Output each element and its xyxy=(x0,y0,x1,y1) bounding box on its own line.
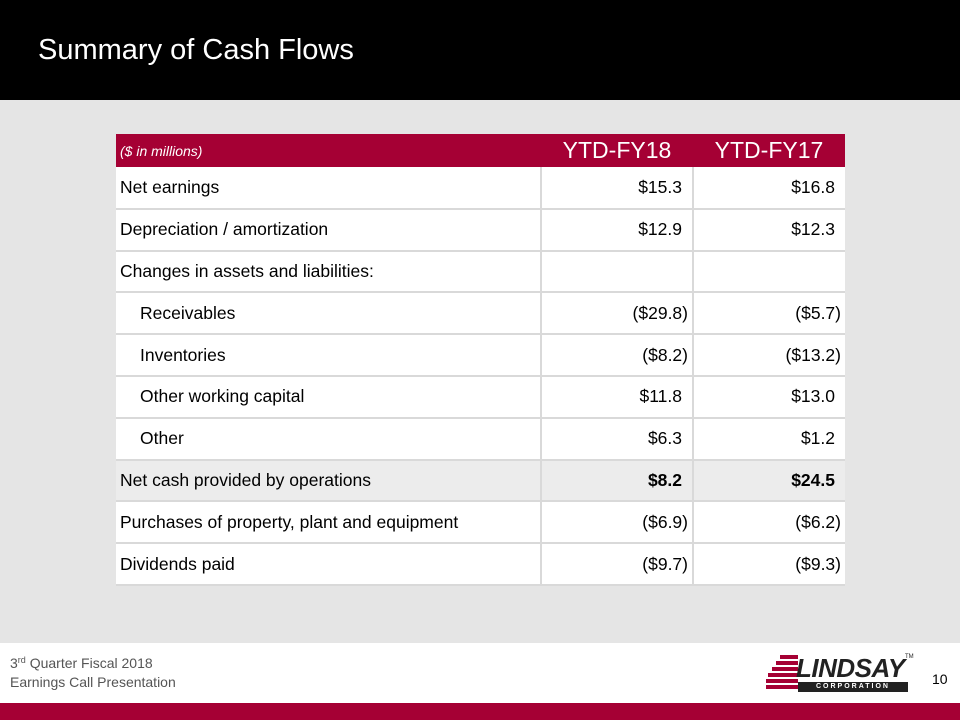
value-fy18: $6.3 xyxy=(541,417,694,461)
table-row: Other $6.3 $1.2 xyxy=(116,417,845,461)
value-fy18: ($6.9) xyxy=(541,501,694,545)
table-row: Inventories ($8.2) ($13.2) xyxy=(116,334,845,377)
page-number: 10 xyxy=(932,671,948,687)
value-fy17: ($5.7) xyxy=(693,292,845,336)
lindsay-logo: LINDSAY TM CORPORATION xyxy=(762,653,922,695)
column-header-fy18: YTD-FY18 xyxy=(541,134,693,167)
value-fy17 xyxy=(693,250,845,294)
logo-wordmark: LINDSAY xyxy=(796,653,905,683)
row-label: Receivables xyxy=(116,292,542,336)
bottom-accent-bar xyxy=(0,703,960,720)
cash-flow-table: ($ in millions) YTD-FY18 YTD-FY17 Net ea… xyxy=(116,134,845,586)
table-row-total: Net cash provided by operations $8.2 $24… xyxy=(116,459,845,503)
row-label: Changes in assets and liabilities: xyxy=(116,250,542,294)
row-label: Dividends paid xyxy=(116,543,542,586)
logo-trademark: TM xyxy=(905,654,914,660)
lindsay-logo-mark-icon xyxy=(766,655,798,689)
value-fy17: $24.5 xyxy=(693,459,845,503)
value-fy17: ($13.2) xyxy=(693,334,845,377)
value-fy17: $16.8 xyxy=(693,167,845,210)
row-label: Other working capital xyxy=(116,375,542,419)
slide-footer: 3rd Quarter Fiscal 2018 Earnings Call Pr… xyxy=(0,643,960,703)
table-row: Purchases of property, plant and equipme… xyxy=(116,501,845,545)
column-header-fy17: YTD-FY17 xyxy=(693,134,845,167)
footer-presentation-label: Earnings Call Presentation xyxy=(10,674,176,690)
table-row: Receivables ($29.8) ($5.7) xyxy=(116,292,845,336)
table-header-row: ($ in millions) YTD-FY18 YTD-FY17 xyxy=(116,134,845,167)
row-label: Depreciation / amortization xyxy=(116,208,542,252)
value-fy18: $8.2 xyxy=(541,459,694,503)
value-fy18: ($29.8) xyxy=(541,292,694,336)
value-fy17: $12.3 xyxy=(693,208,845,252)
row-label: Net cash provided by operations xyxy=(116,459,542,503)
unit-label: ($ in millions) xyxy=(116,134,541,167)
slide-title: Summary of Cash Flows xyxy=(38,34,354,66)
value-fy18: ($8.2) xyxy=(541,334,694,377)
table-row: Net earnings $15.3 $16.8 xyxy=(116,167,845,210)
logo-corporation: CORPORATION xyxy=(798,682,908,692)
value-fy17: ($9.3) xyxy=(693,543,845,586)
row-label: Inventories xyxy=(116,334,542,377)
value-fy17: ($6.2) xyxy=(693,501,845,545)
value-fy18: $11.8 xyxy=(541,375,694,419)
value-fy18 xyxy=(541,250,694,294)
value-fy17: $1.2 xyxy=(693,417,845,461)
slide-header: Summary of Cash Flows xyxy=(0,0,960,100)
value-fy17: $13.0 xyxy=(693,375,845,419)
table-row: Dividends paid ($9.7) ($9.3) xyxy=(116,543,845,586)
footer-quarter-label: 3rd Quarter Fiscal 2018 xyxy=(10,655,153,671)
row-label: Net earnings xyxy=(116,167,542,210)
row-label: Purchases of property, plant and equipme… xyxy=(116,501,542,545)
value-fy18: ($9.7) xyxy=(541,543,694,586)
table-row: Depreciation / amortization $12.9 $12.3 xyxy=(116,208,845,252)
table-row: Changes in assets and liabilities: xyxy=(116,250,845,294)
value-fy18: $12.9 xyxy=(541,208,694,252)
value-fy18: $15.3 xyxy=(541,167,694,210)
table-row: Other working capital $11.8 $13.0 xyxy=(116,375,845,419)
row-label: Other xyxy=(116,417,542,461)
